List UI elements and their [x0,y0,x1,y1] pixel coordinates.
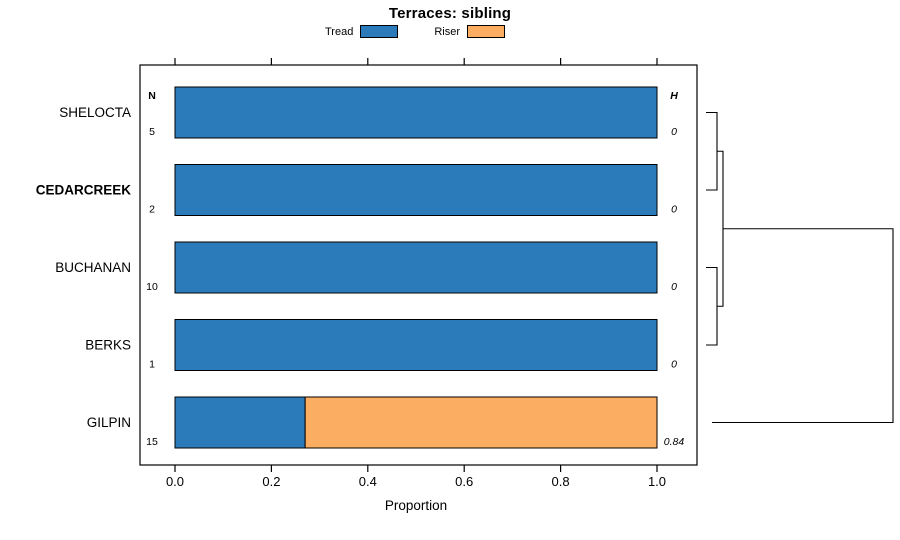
bar-segment-tread-shelocta [174,86,658,139]
n-value: 5 [149,126,155,138]
n-value: 10 [146,281,158,293]
x-tick-label: 0.2 [262,474,280,489]
h-value: 0 [671,204,677,216]
y-category-label: BUCHANAN [55,260,131,275]
legend-item-tread: Tread [325,25,399,38]
bar-segment-tread-gilpin [174,396,306,449]
legend-label-riser: Riser [434,25,460,38]
bar-segment-tread-cedarcreek [174,164,658,216]
legend-swatch-riser [467,25,505,38]
x-tick-label: 0.0 [166,474,184,489]
x-tick-label: 0.4 [359,474,377,489]
y-category-label: BERKS [85,338,131,353]
n-value: 15 [146,436,158,448]
n-value: 1 [149,359,155,371]
bar-segment-tread-buchanan [174,241,658,294]
bar-segment-tread-berks [174,319,658,371]
h-value: 0 [671,281,677,293]
n-header: N [148,90,156,102]
legend-swatch-tread [360,25,399,38]
dendrogram-segment [717,150,724,307]
dendrogram-segment [712,228,894,424]
x-tick-label: 0.6 [455,474,473,489]
h-value: 0.84 [664,436,685,448]
h-value: 0 [671,126,677,138]
x-tick-label: 1.0 [648,474,666,489]
plot-border [139,64,698,466]
x-axis-label: Proportion [385,498,447,513]
chart-title: Terraces: sibling [388,5,512,22]
y-category-label: CEDARCREEK [36,183,132,198]
n-value: 2 [149,204,155,216]
legend-label-tread: Tread [325,25,354,38]
y-category-label: GILPIN [87,415,131,430]
dendrogram-segment [706,111,718,191]
y-category-label: SHELOCTA [59,105,131,120]
legend: Tread Riser [0,25,900,38]
legend-item-riser: Riser [434,25,505,38]
bar-segment-riser-gilpin [304,396,658,449]
h-value: 0 [671,359,677,371]
dendrogram-segment [706,266,718,346]
x-tick-label: 0.8 [552,474,570,489]
h-header: H [670,90,678,102]
